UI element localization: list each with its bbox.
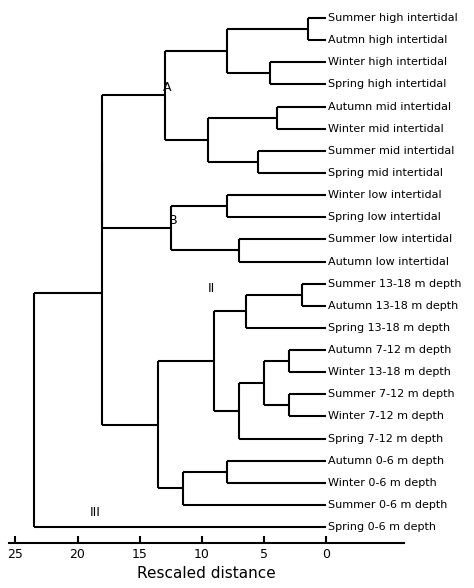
Text: Spring 7-12 m depth: Spring 7-12 m depth [328, 433, 444, 443]
Text: I: I [100, 155, 104, 168]
Text: Autumn 13-18 m depth: Autumn 13-18 m depth [328, 301, 459, 311]
Text: Summer high intertidal: Summer high intertidal [328, 13, 458, 23]
Text: B: B [169, 214, 178, 227]
Text: Winter low intertidal: Winter low intertidal [328, 190, 442, 200]
Text: A: A [163, 81, 171, 95]
Text: Summer low intertidal: Summer low intertidal [328, 235, 453, 245]
Text: Winter 13-18 m depth: Winter 13-18 m depth [328, 367, 451, 377]
Text: Summer 13-18 m depth: Summer 13-18 m depth [328, 279, 462, 289]
Text: Autumn 0-6 m depth: Autumn 0-6 m depth [328, 456, 445, 466]
Text: Autumn 7-12 m depth: Autumn 7-12 m depth [328, 345, 452, 355]
Text: Summer mid intertidal: Summer mid intertidal [328, 146, 455, 156]
X-axis label: Rescaled distance: Rescaled distance [137, 566, 276, 581]
Text: Spring 13-18 m depth: Spring 13-18 m depth [328, 323, 450, 333]
Text: Spring high intertidal: Spring high intertidal [328, 79, 447, 89]
Text: Spring 0-6 m depth: Spring 0-6 m depth [328, 522, 437, 532]
Text: Autmn high intertidal: Autmn high intertidal [328, 35, 448, 45]
Text: Summer 0-6 m depth: Summer 0-6 m depth [328, 500, 448, 510]
Text: Autumn mid intertidal: Autumn mid intertidal [328, 102, 451, 112]
Text: Autumn low intertidal: Autumn low intertidal [328, 256, 449, 266]
Text: Winter mid intertidal: Winter mid intertidal [328, 123, 444, 133]
Text: Winter 7-12 m depth: Winter 7-12 m depth [328, 412, 444, 422]
Text: Summer 7-12 m depth: Summer 7-12 m depth [328, 389, 455, 399]
Text: Winter high intertidal: Winter high intertidal [328, 57, 447, 67]
Text: III: III [90, 506, 101, 519]
Text: Spring low intertidal: Spring low intertidal [328, 212, 441, 222]
Text: II: II [208, 282, 216, 295]
Text: Winter 0-6 m depth: Winter 0-6 m depth [328, 478, 437, 488]
Text: Spring mid intertidal: Spring mid intertidal [328, 168, 443, 178]
